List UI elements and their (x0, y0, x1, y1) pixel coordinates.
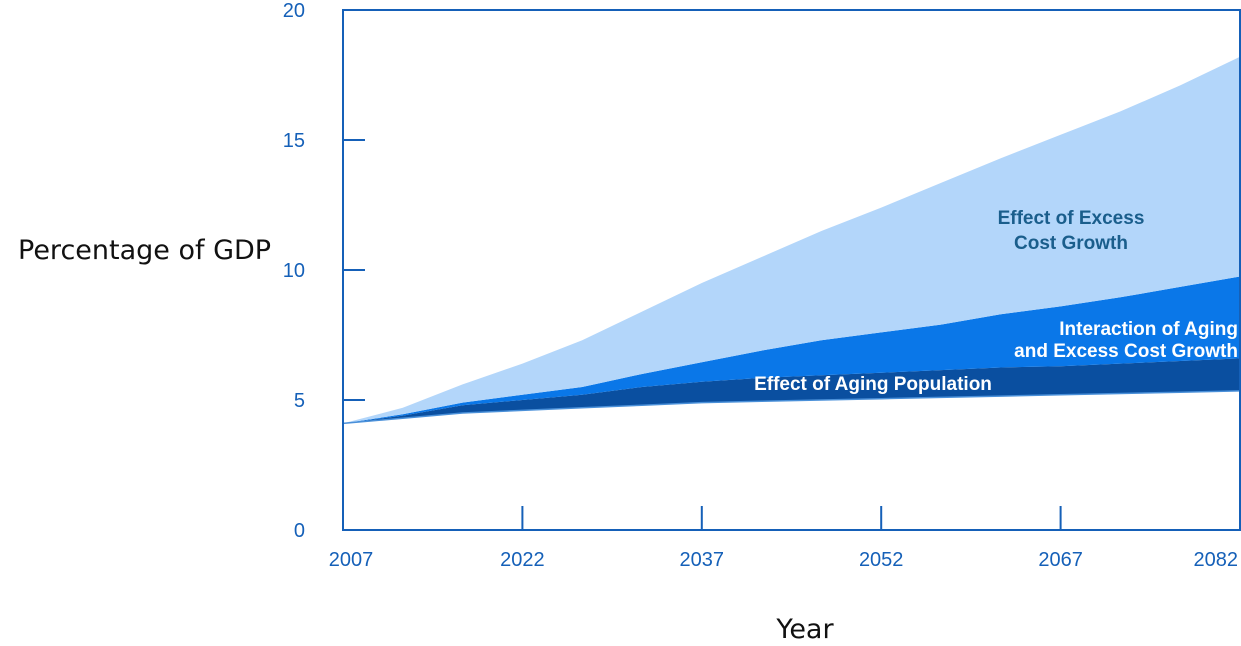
x-tick-label: 2007 (329, 549, 374, 571)
y-tick-label: 0 (294, 520, 305, 542)
baseline-line (342, 390, 1241, 425)
y-tick-label: 15 (283, 130, 305, 152)
series-label-3: Effect of Excess Cost Growth (998, 208, 1145, 254)
x-tick-label: 2082 (1194, 549, 1239, 571)
area-layers (342, 56, 1241, 425)
y-tick-label: 5 (294, 390, 305, 412)
x-tick-label: 2067 (1038, 549, 1083, 571)
x-tick-label: 2052 (859, 549, 904, 571)
y-axis-title: Percentage of GDP (18, 235, 271, 266)
series-label-2: Interaction of Aging and Excess Cost Grow… (1014, 319, 1238, 362)
y-tick-label: 20 (283, 0, 305, 22)
series-labels: Effect of Aging Population Interaction of… (754, 208, 1238, 395)
series-label-1: Effect of Aging Population (754, 374, 992, 395)
area-series-2 (343, 276, 1240, 424)
x-tick-label: 2022 (500, 549, 545, 571)
axes (342, 9, 1241, 531)
x-axis-title: Year (775, 614, 834, 645)
tick-labels: 0 5 10 15 20 2007 2022 2037 2052 2067 2082 (283, 0, 1238, 571)
area-series-3 (343, 56, 1240, 424)
area-series-1 (343, 358, 1240, 424)
x-tick-label: 2037 (680, 549, 725, 571)
y-tick-label: 10 (283, 260, 305, 282)
